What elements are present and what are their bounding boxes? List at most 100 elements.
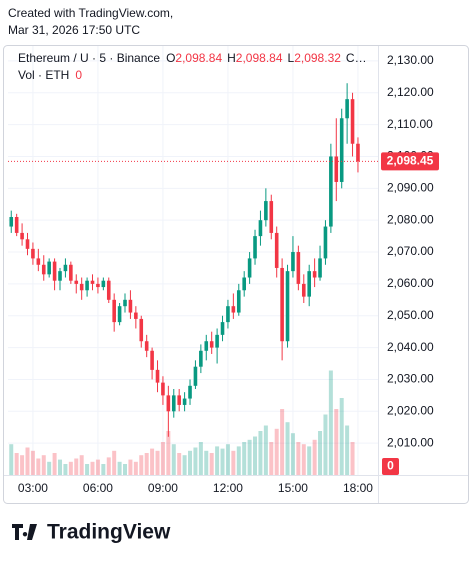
- candle-body: [90, 280, 95, 284]
- vol-value: 0: [75, 68, 82, 82]
- h-value: 2,098.84: [236, 51, 283, 65]
- volume-bar: [301, 444, 306, 475]
- volume-bar: [85, 464, 90, 475]
- candle-body: [220, 322, 225, 335]
- y-tick-label: 2,110.00: [387, 117, 433, 131]
- volume-bar: [171, 444, 176, 475]
- volume-bar: [247, 439, 252, 475]
- candle-body: [339, 118, 344, 182]
- candle-body: [253, 236, 257, 259]
- candle-body: [106, 280, 111, 300]
- volume-bar: [274, 428, 279, 475]
- vol-label: Vol · ETH: [18, 68, 69, 82]
- volume-bar: [101, 464, 106, 475]
- candle-body: [269, 201, 274, 233]
- candle-body: [171, 395, 176, 412]
- candle-body: [334, 156, 339, 182]
- candle-body: [144, 341, 149, 351]
- x-tick-label: 18:00: [343, 481, 373, 495]
- candle-body: [345, 99, 349, 119]
- volume-bar: [209, 453, 214, 475]
- volume-bar: [144, 453, 149, 475]
- candle-body: [242, 277, 246, 291]
- candle-body: [139, 318, 144, 342]
- candle-body: [69, 264, 73, 281]
- y-tick-label: 2,020.00: [387, 403, 434, 417]
- candle-body: [134, 312, 138, 319]
- volume-bar: [79, 455, 84, 475]
- symbol: Ethereum / U · 5 · Binance: [18, 51, 160, 65]
- volume-bar: [242, 442, 247, 475]
- c-label: C…: [346, 51, 367, 65]
- volume-bar: [63, 464, 68, 475]
- volume-bar: [193, 447, 198, 475]
- candle-body: [85, 280, 89, 291]
- candle-body: [209, 341, 214, 348]
- candle-body: [274, 232, 279, 268]
- candle-body: [117, 306, 122, 323]
- candle-body: [247, 258, 252, 278]
- volume-bar: [128, 459, 133, 475]
- volume-bar: [236, 446, 241, 475]
- candle-body: [215, 334, 219, 348]
- candle-body: [291, 252, 295, 272]
- candle-body: [204, 341, 209, 351]
- x-tick-label: 12:00: [213, 481, 243, 495]
- candle-body: [47, 261, 51, 275]
- y-tick-label: 2,080.00: [387, 212, 434, 226]
- candle-body: [193, 366, 198, 386]
- volume-bar: [323, 414, 328, 475]
- volume-bar: [290, 433, 295, 475]
- volume-bar: [225, 444, 230, 475]
- candle-body: [31, 248, 35, 259]
- volume-badge-label: 0: [387, 459, 394, 473]
- volume-bar: [328, 370, 333, 475]
- candle-body: [177, 395, 181, 405]
- candle-body: [14, 217, 19, 233]
- candle-body: [258, 220, 263, 237]
- o-label: O: [166, 51, 175, 65]
- volume-bar: [123, 464, 128, 475]
- volume-bar: [52, 453, 57, 475]
- volume-bar: [25, 447, 30, 475]
- volume-bar: [14, 453, 19, 475]
- candle-body: [199, 350, 203, 367]
- y-tick-label: 2,010.00: [387, 435, 434, 449]
- volume-bar: [90, 461, 95, 475]
- volume-bar: [182, 455, 187, 475]
- candle-body: [41, 264, 46, 275]
- volume-bar: [117, 461, 122, 475]
- volume-bar: [20, 455, 25, 475]
- volume-bar: [231, 450, 236, 475]
- candle-body: [9, 217, 14, 227]
- y-tick-label: 2,050.00: [387, 308, 434, 322]
- candle-body: [112, 299, 116, 323]
- o-value: 2,098.84: [175, 51, 222, 65]
- volume-bar: [9, 444, 14, 475]
- candle-body: [150, 350, 154, 370]
- volume-bar: [188, 450, 193, 475]
- candle-body: [182, 398, 187, 405]
- x-tick-label: 09:00: [148, 481, 178, 495]
- candle-body: [74, 280, 79, 284]
- candle-body: [329, 156, 333, 227]
- volume-bar: [139, 455, 144, 475]
- volume-bar: [177, 453, 182, 475]
- volume-bar: [155, 450, 160, 475]
- logo: TradingView: [12, 521, 171, 544]
- candle-body: [323, 226, 328, 259]
- volume-bar: [285, 422, 290, 475]
- volume-bar: [95, 459, 100, 475]
- candle-body: [231, 306, 236, 313]
- volume-bar: [198, 442, 203, 475]
- h-label: H: [227, 51, 236, 65]
- candle-body: [52, 261, 57, 281]
- volume-bar: [220, 448, 225, 475]
- volume-bar: [258, 431, 263, 475]
- price-badge-label: 2,098.45: [387, 154, 434, 168]
- volume-bar: [133, 461, 138, 475]
- candle-body: [63, 264, 68, 272]
- logo-text: TradingView: [47, 521, 171, 544]
- logo-icon: [12, 524, 37, 540]
